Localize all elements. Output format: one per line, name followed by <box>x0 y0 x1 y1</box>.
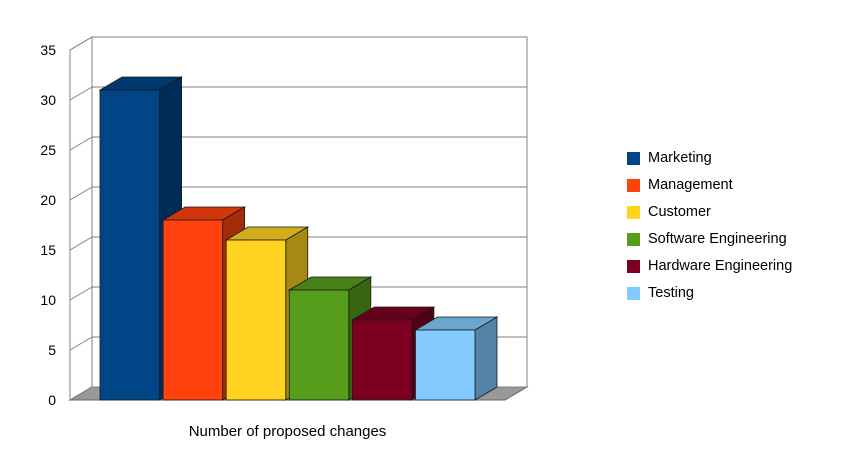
y-tick-label: 5 <box>48 342 56 358</box>
legend-label: Customer <box>648 204 711 220</box>
bar-front <box>162 219 224 401</box>
legend-label: Management <box>648 177 733 193</box>
bar-front <box>415 329 476 401</box>
gridline-leftwall <box>69 136 93 151</box>
legend-item: Hardware Engineering <box>627 257 792 275</box>
left-wall <box>69 36 93 401</box>
bar-front <box>351 319 413 401</box>
gridline-leftwall <box>69 336 93 351</box>
y-tick-label: 25 <box>40 142 56 158</box>
gridline-leftwall <box>69 36 93 51</box>
y-tick-label: 0 <box>48 392 56 408</box>
legend-swatch-icon <box>627 151 640 165</box>
gridline-leftwall <box>69 236 93 251</box>
legend-swatch-icon <box>627 232 640 246</box>
y-tick-label: 10 <box>40 292 56 308</box>
gridline-leftwall <box>69 186 93 201</box>
legend-item: Software Engineering <box>627 230 792 248</box>
legend-item: Management <box>627 176 792 194</box>
legend-item: Marketing <box>627 149 792 167</box>
legend-swatch-icon <box>627 259 640 273</box>
x-axis-title: Number of proposed changes <box>188 423 387 440</box>
gridline-leftwall <box>69 286 93 301</box>
legend-label: Software Engineering <box>648 231 787 247</box>
bar-front <box>99 89 160 401</box>
y-tick-label: 20 <box>40 192 56 208</box>
bar-front <box>225 239 287 401</box>
legend-label: Hardware Engineering <box>648 258 793 274</box>
bar-side <box>474 316 498 401</box>
legend-swatch-icon <box>627 205 640 219</box>
legend-swatch-icon <box>627 286 640 300</box>
bar-front <box>288 289 350 401</box>
legend-label: Marketing <box>648 150 712 166</box>
y-tick-label: 15 <box>40 242 56 258</box>
legend: Marketing Management Customer Software Engi… <box>627 149 792 302</box>
legend-item: Testing <box>627 284 792 302</box>
y-tick-label: 35 <box>40 42 56 58</box>
legend-label: Testing <box>648 285 694 301</box>
legend-item: Customer <box>627 203 792 221</box>
legend-swatch-icon <box>627 178 640 192</box>
y-tick-label: 30 <box>40 92 56 108</box>
gridline-leftwall <box>69 386 93 401</box>
gridline-leftwall <box>69 86 93 101</box>
